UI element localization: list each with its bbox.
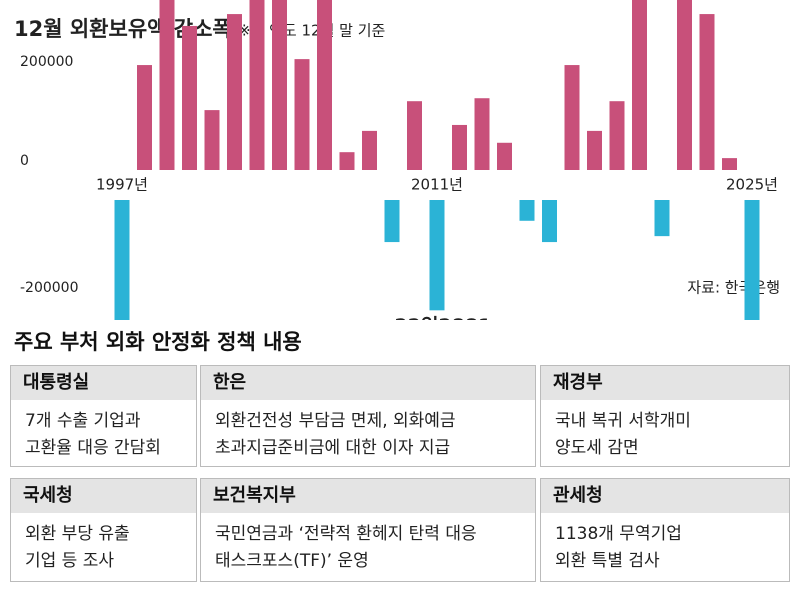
bar [384,200,400,243]
bar [227,14,242,171]
y-tick-label: -200000 [20,280,79,296]
bar [407,101,422,170]
card-line: 외환건전성 부담금 면제, 외화예금 [215,411,456,431]
bar [722,158,737,170]
bar [542,200,557,243]
bar [429,200,445,311]
x-tick-label: 2011년 [411,176,463,194]
card-line: 국민연금과 ‘전략적 환헤지 탄력 대응 [215,524,477,544]
bar [699,14,715,171]
bar [564,65,580,170]
bar [159,0,175,171]
card-line: 초과지급준비금에 대한 이자 지급 [215,438,451,458]
bar [654,200,670,237]
card-line: 양도세 감면 [555,438,639,458]
bar [587,130,602,170]
bar [317,0,332,171]
card-header: 국세청 [11,479,196,513]
card-line: 7개 수출 기업과 [25,411,141,431]
x-tick-label: 2025년 [726,176,778,194]
y-tick-label: 200000 [20,54,73,70]
card-header: 재경부 [541,366,789,400]
bar [137,65,152,170]
bar [204,110,220,170]
card-header: 관세청 [541,479,789,513]
bar [497,142,512,170]
value-label: -22억2881 [387,315,492,320]
bar [362,130,377,170]
bar [744,200,760,320]
bar [474,98,490,170]
card-line: 1138개 무역기업 [555,524,682,544]
card-line: 고환율 대응 간담회 [25,438,161,458]
bar [114,200,130,320]
chart: 12월 외환보유액 감소폭 ※각 연도 12월 말 기준 자료: 한국은행 60… [14,0,780,320]
bar [272,0,287,171]
policy-card: 관세청 1138개 무역기업 외환 특별 검사 [540,478,790,582]
bar [339,152,355,170]
card-line: 태스크포스(TF)’ 운영 [215,551,369,571]
x-tick-label: 1997년 [96,176,148,194]
bar [677,0,692,170]
bar [249,0,265,170]
card-line: 외환 부당 유출 [25,524,130,544]
bar [609,101,625,170]
bar [519,200,535,221]
card-header: 대통령실 [11,366,196,400]
chart-title: 12월 외환보유액 감소폭 [14,17,232,41]
bar [632,0,647,171]
policy-card: 대통령실 7개 수출 기업과 고환율 대응 간담회 [10,365,197,467]
bar [182,25,197,170]
card-line: 외환 특별 검사 [555,551,660,571]
section-title: 주요 부처 외화 안정화 정책 내용 [14,330,302,354]
bar [294,59,310,171]
card-header: 보건복지부 [201,479,535,513]
y-tick-label: 0 [20,153,29,169]
card-line: 기업 등 조사 [25,551,115,571]
source: 자료: 한국은행 [687,279,780,297]
bar [452,124,467,170]
card-header: 한은 [201,366,535,400]
card-line: 국내 복귀 서학개미 [555,411,691,431]
